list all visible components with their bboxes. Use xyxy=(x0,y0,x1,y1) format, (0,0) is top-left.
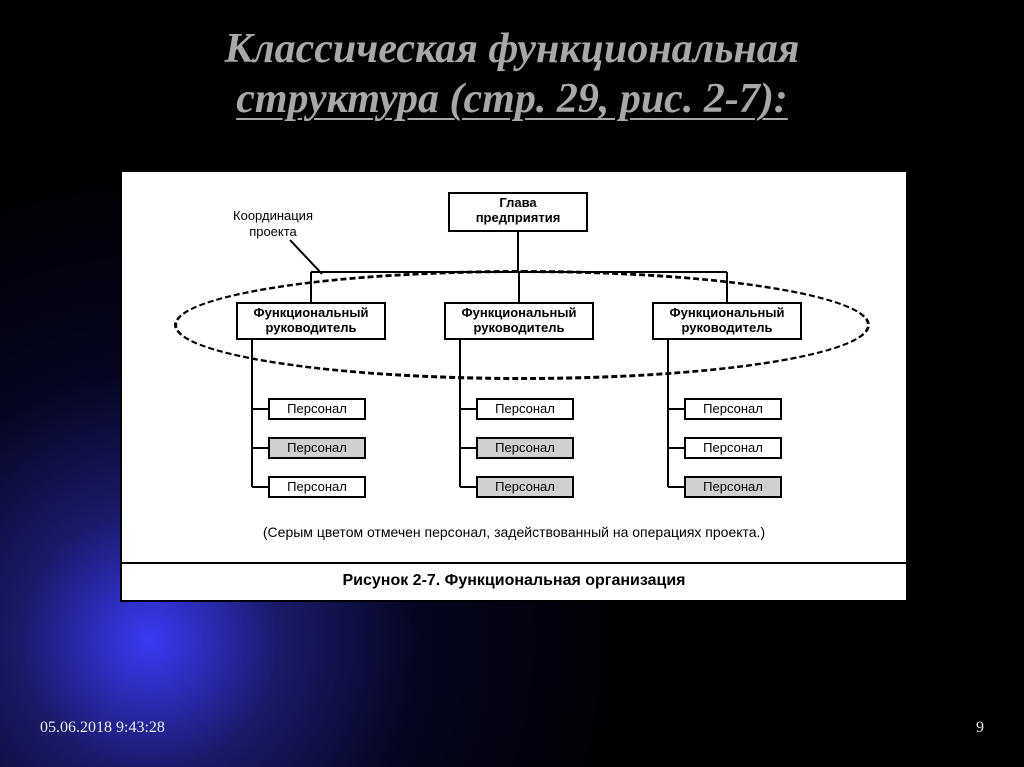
figure-body: Координацияпроекта Главапредприятия Функ… xyxy=(122,172,906,564)
node-head-label: Главапредприятия xyxy=(476,195,561,225)
node-manager-3-label: Функциональныйруководитель xyxy=(670,305,785,335)
coordination-label: Координацияпроекта xyxy=(218,208,328,239)
node-staff-2-3: Персонал xyxy=(476,476,574,498)
node-staff-3-3: Персонал xyxy=(684,476,782,498)
node-staff-1-1-label: Персонал xyxy=(287,401,347,416)
node-staff-3-1-label: Персонал xyxy=(703,401,763,416)
coordination-label-text: Координацияпроекта xyxy=(233,208,313,239)
node-staff-2-1: Персонал xyxy=(476,398,574,420)
org-chart-figure: Координацияпроекта Главапредприятия Функ… xyxy=(120,170,908,602)
figure-caption: Рисунок 2-7. Функциональная организация xyxy=(122,564,906,600)
node-manager-1: Функциональныйруководитель xyxy=(236,302,386,340)
node-staff-1-1: Персонал xyxy=(268,398,366,420)
node-staff-2-1-label: Персонал xyxy=(495,401,555,416)
slide: Классическая функциональная структура (с… xyxy=(0,0,1024,767)
title-line-1: Классическая функциональная xyxy=(225,26,800,72)
footer-page-number: 9 xyxy=(976,719,984,737)
node-staff-3-2-label: Персонал xyxy=(703,440,763,455)
node-manager-1-label: Функциональныйруководитель xyxy=(254,305,369,335)
footer-timestamp: 05.06.2018 9:43:28 xyxy=(40,719,165,737)
node-staff-1-2: Персонал xyxy=(268,437,366,459)
figure-note: (Серым цветом отмечен персонал, задейств… xyxy=(122,524,906,540)
node-manager-2-label: Функциональныйруководитель xyxy=(462,305,577,335)
node-manager-3: Функциональныйруководитель xyxy=(652,302,802,340)
node-staff-1-2-label: Персонал xyxy=(287,440,347,455)
slide-title: Классическая функциональная структура (с… xyxy=(0,0,1024,125)
node-staff-2-3-label: Персонал xyxy=(495,479,555,494)
node-staff-1-3: Персонал xyxy=(268,476,366,498)
node-head: Главапредприятия xyxy=(448,192,588,232)
title-line-2: структура (стр. 29, рис. 2-7): xyxy=(0,74,1024,124)
node-staff-3-1: Персонал xyxy=(684,398,782,420)
node-staff-1-3-label: Персонал xyxy=(287,479,347,494)
node-staff-2-2: Персонал xyxy=(476,437,574,459)
node-manager-2: Функциональныйруководитель xyxy=(444,302,594,340)
node-staff-3-2: Персонал xyxy=(684,437,782,459)
node-staff-3-3-label: Персонал xyxy=(703,479,763,494)
node-staff-2-2-label: Персонал xyxy=(495,440,555,455)
